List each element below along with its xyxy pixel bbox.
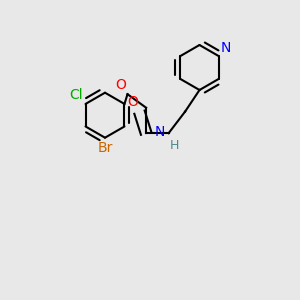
Text: H: H	[169, 139, 179, 152]
Text: N: N	[220, 41, 231, 55]
Text: O: O	[115, 78, 126, 92]
Text: Br: Br	[97, 141, 113, 155]
Text: N: N	[154, 125, 165, 139]
Text: O: O	[127, 94, 138, 109]
Text: Cl: Cl	[70, 88, 83, 101]
